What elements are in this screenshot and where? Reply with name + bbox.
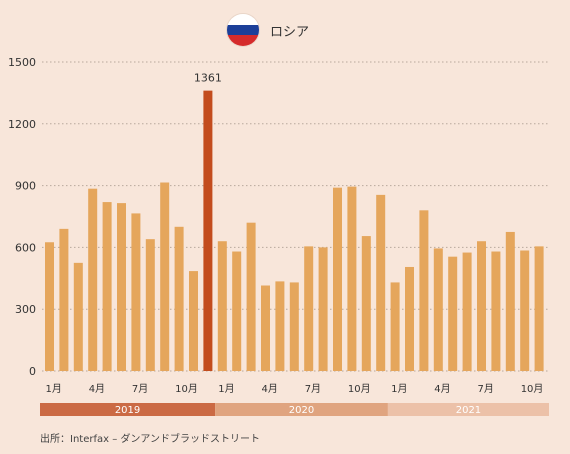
y-tick-label: 1200 <box>8 118 36 131</box>
x-tick-label: 4月 <box>262 383 278 395</box>
bar <box>333 187 342 371</box>
bar <box>117 203 126 371</box>
bar <box>405 266 414 371</box>
russia-flag-icon <box>226 13 260 47</box>
x-tick-label: 10月 <box>348 383 371 395</box>
source-note: 出所：Interfax – ダンアンドブラッドストリート <box>40 434 260 445</box>
x-tick-label: 7月 <box>132 383 148 395</box>
bar <box>347 186 357 371</box>
y-tick-label: 0 <box>29 365 36 378</box>
bar <box>88 188 98 371</box>
bar <box>491 251 501 371</box>
bar <box>217 241 227 371</box>
bar <box>45 242 54 371</box>
year-band <box>215 403 388 416</box>
x-tick-label: 10月 <box>521 383 544 395</box>
bar <box>59 228 69 371</box>
bar <box>261 285 270 371</box>
bar <box>390 282 400 371</box>
bar <box>73 262 83 371</box>
bar <box>318 247 328 371</box>
bar <box>275 281 285 371</box>
x-tick-label: 1月 <box>391 383 407 395</box>
year-label: 2021 <box>456 405 481 416</box>
bar <box>505 231 515 371</box>
bar <box>102 202 112 371</box>
bar <box>232 251 242 371</box>
bar <box>361 236 371 371</box>
bar <box>203 90 213 371</box>
year-band <box>387 403 549 416</box>
bar <box>131 213 141 371</box>
bar <box>477 241 486 371</box>
bar <box>534 246 544 371</box>
bar <box>189 271 198 371</box>
x-tick-label: 10月 <box>175 383 198 395</box>
x-tick-label: 4月 <box>434 383 450 395</box>
x-tick-label: 1月 <box>218 383 234 395</box>
x-tick-label: 1月 <box>46 383 62 395</box>
bar <box>448 256 458 371</box>
bar <box>145 239 155 371</box>
data-label: 1361 <box>194 72 222 85</box>
y-tick-label: 1500 <box>8 56 36 69</box>
x-tick-label: 7月 <box>305 383 321 395</box>
bar <box>419 210 429 371</box>
bar <box>289 282 299 371</box>
y-tick-label: 600 <box>15 241 36 254</box>
x-tick-label: 4月 <box>89 383 105 395</box>
year-label: 2020 <box>289 405 314 416</box>
bar <box>376 194 386 371</box>
bar <box>520 250 530 371</box>
y-tick-label: 300 <box>15 303 36 316</box>
year-label: 2019 <box>115 405 140 416</box>
bar <box>304 246 314 371</box>
bar <box>246 222 256 371</box>
bar <box>462 252 472 371</box>
bar <box>160 182 170 371</box>
year-band <box>40 403 216 416</box>
x-tick-label: 7月 <box>478 383 494 395</box>
bar <box>174 226 184 371</box>
chart-header: ロシア <box>226 12 309 48</box>
bar <box>433 248 443 371</box>
chart-title: ロシア <box>270 24 310 40</box>
y-tick-label: 900 <box>15 180 36 193</box>
